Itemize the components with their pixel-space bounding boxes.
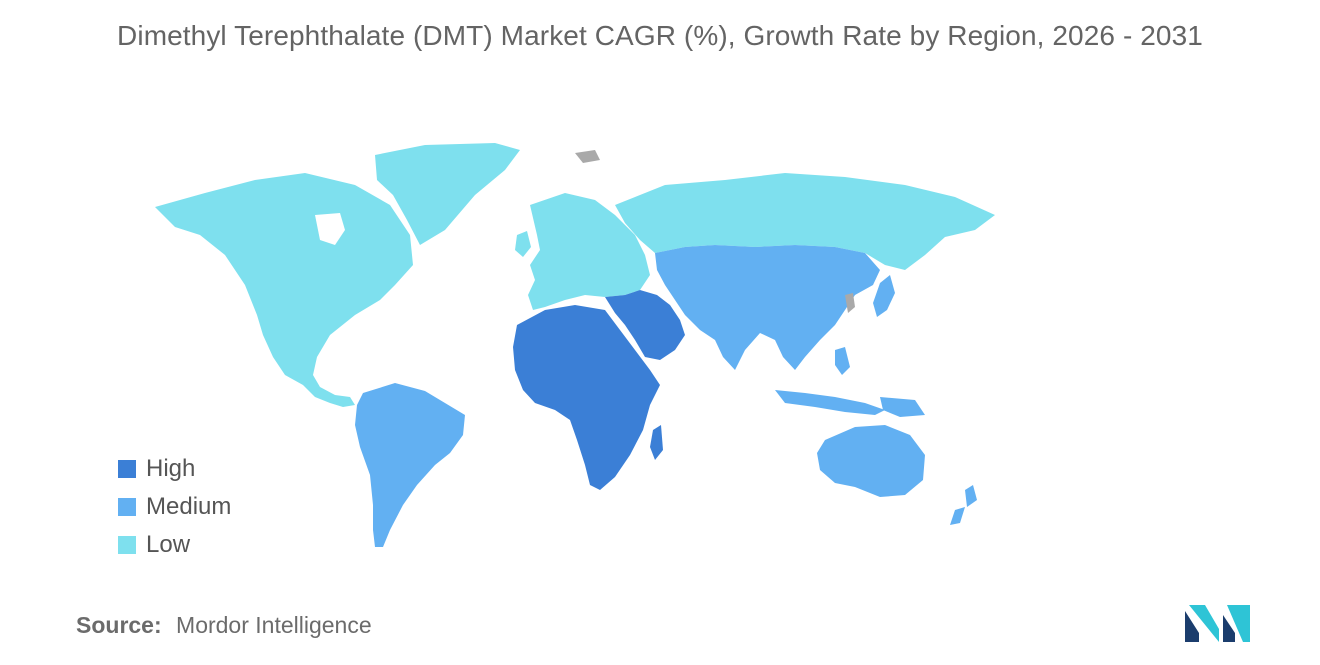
region-russia — [615, 173, 995, 270]
chart-title: Dimethyl Terephthalate (DMT) Market CAGR… — [117, 20, 1203, 51]
region-europe — [528, 193, 650, 310]
region-australia — [817, 425, 925, 497]
region-indonesia — [775, 390, 885, 415]
region-korea — [845, 293, 855, 313]
legend-item-high: High — [118, 450, 231, 488]
legend-label-medium: Medium — [146, 493, 232, 520]
legend-swatch-low — [118, 536, 136, 554]
region-svalbard — [575, 150, 600, 163]
region-new-guinea — [880, 397, 925, 417]
legend-item-low: Low — [118, 526, 231, 564]
legend-item-medium: Medium — [118, 488, 231, 526]
region-south-america — [355, 383, 465, 547]
region-madagascar — [650, 425, 663, 460]
region-new-zealand — [950, 485, 977, 525]
legend-label-low: Low — [146, 531, 191, 558]
legend-swatch-high — [118, 460, 136, 478]
region-philippines — [835, 347, 850, 375]
region-north-america — [155, 173, 413, 407]
legend: High Medium Low — [118, 450, 231, 564]
region-asia — [655, 245, 880, 370]
region-greenland — [375, 143, 520, 245]
region-africa — [513, 305, 660, 490]
legend-swatch-medium — [118, 498, 136, 516]
source-value: Mordor Intelligence — [176, 612, 372, 638]
source-note: Source: Mordor Intelligence — [76, 612, 372, 639]
region-japan — [873, 275, 895, 317]
source-label: Source: — [76, 612, 162, 638]
world-map — [155, 143, 995, 547]
mordor-intelligence-logo — [1185, 605, 1250, 642]
region-middle-east — [605, 290, 685, 360]
legend-label-high: High — [146, 455, 196, 482]
region-uk — [515, 231, 531, 257]
